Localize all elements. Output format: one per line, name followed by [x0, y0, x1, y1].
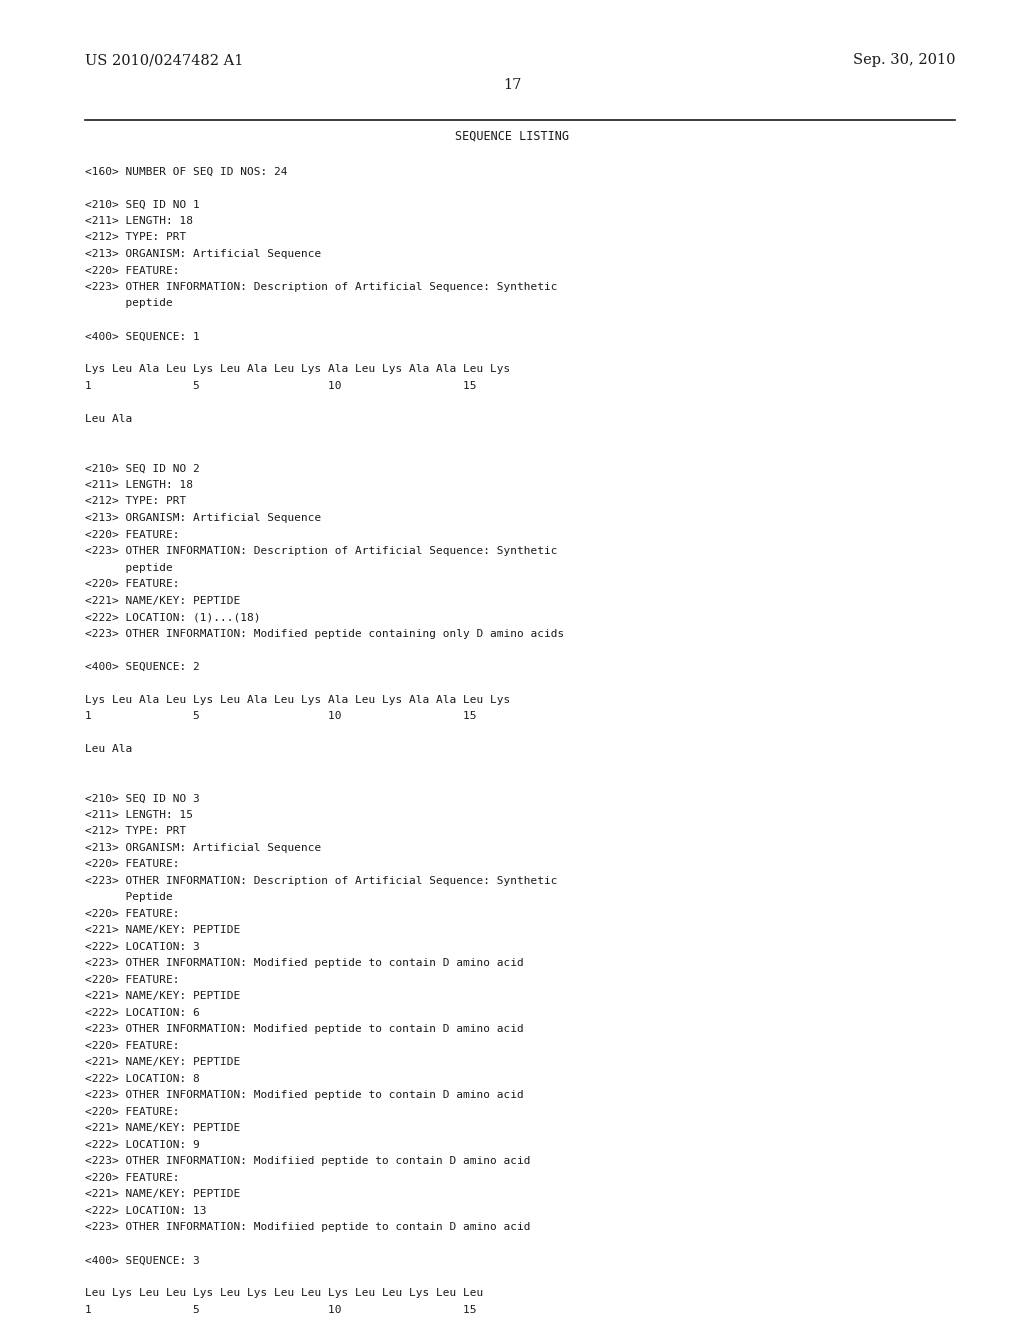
- Text: <222> LOCATION: 6: <222> LOCATION: 6: [85, 1008, 200, 1018]
- Text: <400> SEQUENCE: 2: <400> SEQUENCE: 2: [85, 661, 200, 672]
- Text: 1               5                   10                  15: 1 5 10 15: [85, 711, 476, 721]
- Text: <211> LENGTH: 15: <211> LENGTH: 15: [85, 810, 193, 820]
- Text: <223> OTHER INFORMATION: Modifiied peptide to contain D amino acid: <223> OTHER INFORMATION: Modifiied pepti…: [85, 1222, 530, 1233]
- Text: <223> OTHER INFORMATION: Description of Artificial Sequence: Synthetic: <223> OTHER INFORMATION: Description of …: [85, 546, 557, 556]
- Text: <211> LENGTH: 18: <211> LENGTH: 18: [85, 480, 193, 490]
- Text: <400> SEQUENCE: 1: <400> SEQUENCE: 1: [85, 331, 200, 342]
- Text: Lys Leu Ala Leu Lys Leu Ala Leu Lys Ala Leu Lys Ala Ala Leu Lys: Lys Leu Ala Leu Lys Leu Ala Leu Lys Ala …: [85, 694, 510, 705]
- Text: <211> LENGTH: 18: <211> LENGTH: 18: [85, 216, 193, 226]
- Text: <220> FEATURE:: <220> FEATURE:: [85, 529, 179, 540]
- Text: Leu Ala: Leu Ala: [85, 414, 132, 424]
- Text: <220> FEATURE:: <220> FEATURE:: [85, 859, 179, 870]
- Text: <220> FEATURE:: <220> FEATURE:: [85, 1173, 179, 1183]
- Text: <400> SEQUENCE: 3: <400> SEQUENCE: 3: [85, 1255, 200, 1266]
- Text: <213> ORGANISM: Artificial Sequence: <213> ORGANISM: Artificial Sequence: [85, 249, 322, 259]
- Text: <160> NUMBER OF SEQ ID NOS: 24: <160> NUMBER OF SEQ ID NOS: 24: [85, 166, 288, 177]
- Text: 1               5                   10                  15: 1 5 10 15: [85, 1305, 476, 1315]
- Text: <220> FEATURE:: <220> FEATURE:: [85, 579, 179, 589]
- Text: <220> FEATURE:: <220> FEATURE:: [85, 265, 179, 276]
- Text: <212> TYPE: PRT: <212> TYPE: PRT: [85, 496, 186, 507]
- Text: <221> NAME/KEY: PEPTIDE: <221> NAME/KEY: PEPTIDE: [85, 1057, 241, 1068]
- Text: <210> SEQ ID NO 3: <210> SEQ ID NO 3: [85, 793, 200, 804]
- Text: Lys Leu Ala Leu Lys Leu Ala Leu Lys Ala Leu Lys Ala Ala Leu Lys: Lys Leu Ala Leu Lys Leu Ala Leu Lys Ala …: [85, 364, 510, 375]
- Text: <222> LOCATION: 3: <222> LOCATION: 3: [85, 942, 200, 952]
- Text: <220> FEATURE:: <220> FEATURE:: [85, 1107, 179, 1117]
- Text: <223> OTHER INFORMATION: Modified peptide containing only D amino acids: <223> OTHER INFORMATION: Modified peptid…: [85, 628, 564, 639]
- Text: <223> OTHER INFORMATION: Modified peptide to contain D amino acid: <223> OTHER INFORMATION: Modified peptid…: [85, 958, 523, 969]
- Text: <223> OTHER INFORMATION: Modified peptide to contain D amino acid: <223> OTHER INFORMATION: Modified peptid…: [85, 1090, 523, 1101]
- Text: <212> TYPE: PRT: <212> TYPE: PRT: [85, 232, 186, 243]
- Text: peptide: peptide: [85, 298, 173, 309]
- Text: <223> OTHER INFORMATION: Description of Artificial Sequence: Synthetic: <223> OTHER INFORMATION: Description of …: [85, 282, 557, 292]
- Text: <210> SEQ ID NO 2: <210> SEQ ID NO 2: [85, 463, 200, 474]
- Text: Leu Ala: Leu Ala: [85, 744, 132, 754]
- Text: <221> NAME/KEY: PEPTIDE: <221> NAME/KEY: PEPTIDE: [85, 595, 241, 606]
- Text: <213> ORGANISM: Artificial Sequence: <213> ORGANISM: Artificial Sequence: [85, 513, 322, 523]
- Text: 1               5                   10                  15: 1 5 10 15: [85, 381, 476, 391]
- Text: <220> FEATURE:: <220> FEATURE:: [85, 975, 179, 985]
- Text: <221> NAME/KEY: PEPTIDE: <221> NAME/KEY: PEPTIDE: [85, 1189, 241, 1200]
- Text: Leu Lys Leu Leu Lys Leu Lys Leu Leu Lys Leu Leu Lys Leu Leu: Leu Lys Leu Leu Lys Leu Lys Leu Leu Lys …: [85, 1288, 483, 1299]
- Text: <221> NAME/KEY: PEPTIDE: <221> NAME/KEY: PEPTIDE: [85, 925, 241, 936]
- Text: 17: 17: [503, 78, 521, 92]
- Text: <210> SEQ ID NO 1: <210> SEQ ID NO 1: [85, 199, 200, 210]
- Text: <223> OTHER INFORMATION: Description of Artificial Sequence: Synthetic: <223> OTHER INFORMATION: Description of …: [85, 876, 557, 886]
- Text: <223> OTHER INFORMATION: Modified peptide to contain D amino acid: <223> OTHER INFORMATION: Modified peptid…: [85, 1024, 523, 1035]
- Text: <212> TYPE: PRT: <212> TYPE: PRT: [85, 826, 186, 837]
- Text: <222> LOCATION: 9: <222> LOCATION: 9: [85, 1140, 200, 1150]
- Text: <222> LOCATION: (1)...(18): <222> LOCATION: (1)...(18): [85, 612, 260, 622]
- Text: Peptide: Peptide: [85, 892, 173, 903]
- Text: <221> NAME/KEY: PEPTIDE: <221> NAME/KEY: PEPTIDE: [85, 1123, 241, 1134]
- Text: peptide: peptide: [85, 562, 173, 573]
- Text: <221> NAME/KEY: PEPTIDE: <221> NAME/KEY: PEPTIDE: [85, 991, 241, 1002]
- Text: US 2010/0247482 A1: US 2010/0247482 A1: [85, 53, 244, 67]
- Text: SEQUENCE LISTING: SEQUENCE LISTING: [455, 129, 569, 143]
- Text: <222> LOCATION: 13: <222> LOCATION: 13: [85, 1206, 207, 1216]
- Text: <220> FEATURE:: <220> FEATURE:: [85, 1041, 179, 1051]
- Text: <220> FEATURE:: <220> FEATURE:: [85, 909, 179, 919]
- Text: <223> OTHER INFORMATION: Modifiied peptide to contain D amino acid: <223> OTHER INFORMATION: Modifiied pepti…: [85, 1156, 530, 1167]
- Text: <213> ORGANISM: Artificial Sequence: <213> ORGANISM: Artificial Sequence: [85, 843, 322, 853]
- Text: Sep. 30, 2010: Sep. 30, 2010: [853, 53, 955, 67]
- Text: <222> LOCATION: 8: <222> LOCATION: 8: [85, 1074, 200, 1084]
